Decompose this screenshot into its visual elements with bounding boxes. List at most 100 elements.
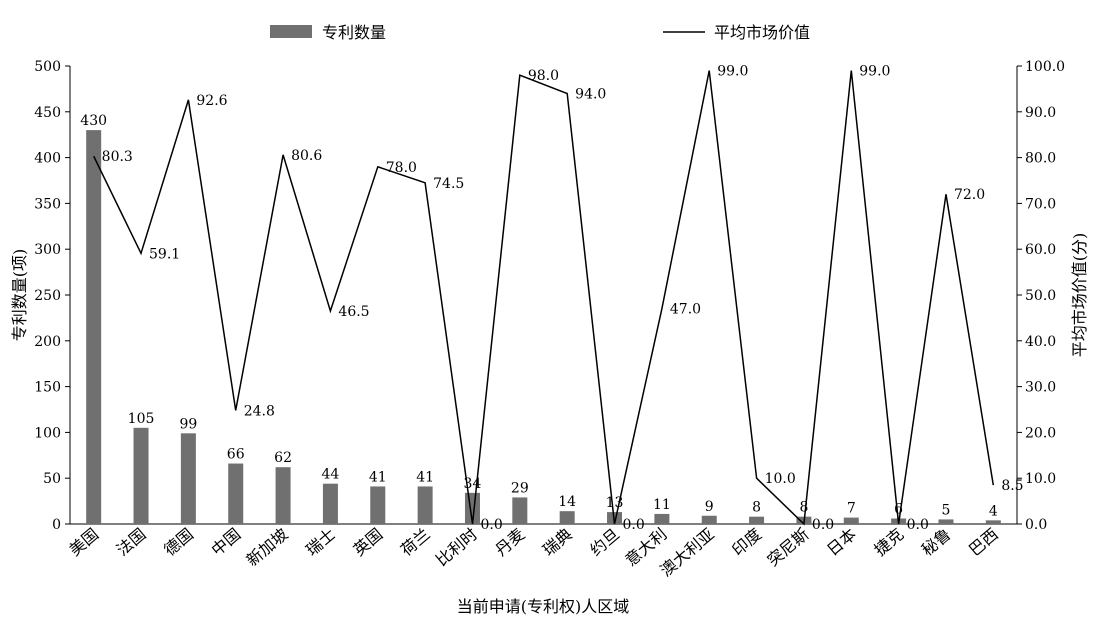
category-label: 瑞典 <box>539 525 576 560</box>
line-value-label: 0.0 <box>907 517 929 533</box>
bar <box>370 486 386 524</box>
bar <box>512 497 528 524</box>
line-value-label: 46.5 <box>338 304 369 320</box>
legend: 专利数量 平均市场价值 <box>270 23 810 42</box>
bar-value-label: 66 <box>227 447 245 463</box>
legend-bar-swatch <box>270 25 312 38</box>
line-value-label: 98.0 <box>528 68 559 84</box>
bar-value-label: 14 <box>558 494 576 510</box>
right-tick-label: 20.0 <box>1025 425 1056 441</box>
category-label: 法国 <box>113 525 150 560</box>
bar-value-label: 9 <box>705 499 714 515</box>
bar-value-label: 41 <box>369 469 387 485</box>
right-tick-label: 60.0 <box>1025 242 1056 258</box>
left-tick-label: 200 <box>34 334 61 350</box>
bar-value-label: 8 <box>799 500 808 516</box>
line-series <box>93 70 995 526</box>
category-label: 印度 <box>728 525 765 560</box>
right-axis-ticks: 0.0 10.0 20.0 30.0 40.0 50.0 60.0 70.0 80.0 90.0 1… <box>1017 59 1065 533</box>
category-label: 荷兰 <box>397 525 434 560</box>
bar <box>133 427 149 524</box>
bar <box>985 520 1001 524</box>
left-tick-label: 350 <box>34 196 61 212</box>
line-value-label: 24.8 <box>244 403 275 419</box>
bar-value-label: 8 <box>752 500 761 516</box>
category-label: 德国 <box>160 525 197 560</box>
category-label: 澳大利亚 <box>657 525 718 581</box>
right-tick-label: 50.0 <box>1025 288 1056 304</box>
bar <box>749 516 765 524</box>
category-label: 中国 <box>208 525 245 560</box>
bar <box>86 130 102 524</box>
category-label: 巴西 <box>965 525 1002 560</box>
bar-data-labels: 430 105 99 66 62 44 41 41 34 29 14 13 11 9 8 8 7 6 5 4 <box>80 113 998 519</box>
category-label: 英国 <box>350 525 387 560</box>
category-label: 瑞士 <box>302 525 339 560</box>
category-label: 捷克 <box>870 525 907 560</box>
category-label: 突尼斯 <box>764 525 813 570</box>
line-value-label: 80.3 <box>102 149 133 165</box>
bar <box>417 486 433 524</box>
bar-value-label: 5 <box>942 502 951 518</box>
right-axis-title: 平均市场价值(分) <box>1070 233 1089 358</box>
bar-value-label: 430 <box>80 113 107 129</box>
right-tick-label: 90.0 <box>1025 105 1056 121</box>
bar-value-label: 6 <box>894 502 903 518</box>
x-axis-title: 当前申请(专利权)人区域 <box>457 597 630 616</box>
bar <box>180 433 196 524</box>
left-tick-label: 150 <box>34 380 61 396</box>
legend-line-label: 平均市场价值 <box>714 23 810 42</box>
bar-value-label: 11 <box>653 497 671 513</box>
line-value-label: 59.1 <box>149 246 180 262</box>
left-tick-label: 250 <box>34 288 61 304</box>
left-axis-title: 专利数量(项) <box>10 249 29 342</box>
bar-value-label: 41 <box>416 469 434 485</box>
bar-value-label: 62 <box>274 450 292 466</box>
line-value-label: 0.0 <box>623 517 645 533</box>
line-value-label: 92.6 <box>196 93 227 109</box>
bar <box>275 467 291 524</box>
line-value-label: 0.0 <box>480 517 502 533</box>
line-value-label: 72.0 <box>954 187 985 203</box>
bar <box>843 517 859 524</box>
right-tick-label: 10.0 <box>1025 471 1056 487</box>
bar-value-label: 99 <box>179 416 197 432</box>
bar-series <box>86 130 1001 524</box>
left-tick-label: 50 <box>43 471 61 487</box>
legend-bar-label: 专利数量 <box>322 23 386 42</box>
category-label: 美国 <box>66 525 103 560</box>
line-value-label: 80.6 <box>291 148 322 164</box>
left-tick-label: 400 <box>34 151 61 167</box>
left-tick-label: 0 <box>52 517 61 533</box>
bar-value-label: 34 <box>464 476 482 492</box>
category-label: 约旦 <box>586 525 623 560</box>
bar-value-label: 4 <box>989 503 998 519</box>
line-value-label: 74.5 <box>433 176 464 192</box>
category-label: 比利时 <box>432 525 481 570</box>
bar-value-label: 29 <box>511 480 529 496</box>
bar <box>938 519 954 524</box>
right-tick-label: 0.0 <box>1025 517 1047 533</box>
right-tick-label: 100.0 <box>1025 59 1065 75</box>
bar-value-label: 44 <box>322 467 340 483</box>
right-tick-label: 70.0 <box>1025 196 1056 212</box>
left-tick-label: 450 <box>34 105 61 121</box>
category-label: 新加坡 <box>243 525 292 570</box>
bar-value-label: 105 <box>128 411 155 427</box>
line-data-labels: 80.3 59.1 92.6 24.8 80.6 46.5 78.0 74.5 0.0 98.0 9… <box>102 64 1024 533</box>
line-path <box>93 70 995 526</box>
bar <box>701 515 717 524</box>
left-axis-ticks: 0 50 100 150 200 250 300 350 400 450 500 <box>34 59 70 533</box>
line-value-label: 99.0 <box>717 64 748 80</box>
line-value-label: 78.0 <box>386 160 417 176</box>
line-value-label: 94.0 <box>575 86 606 102</box>
line-value-label: 8.5 <box>1001 478 1023 494</box>
right-tick-label: 80.0 <box>1025 151 1056 167</box>
bar-value-label: 13 <box>606 495 624 511</box>
left-tick-label: 300 <box>34 242 61 258</box>
right-tick-label: 40.0 <box>1025 334 1056 350</box>
bar <box>322 483 338 524</box>
left-tick-label: 500 <box>34 59 61 75</box>
